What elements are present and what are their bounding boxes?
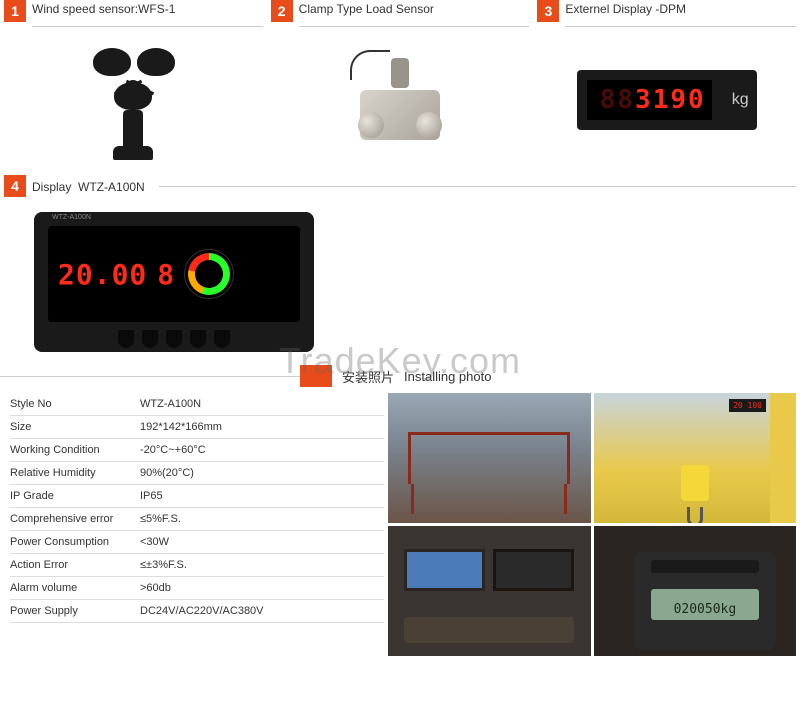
- install-header: 安装照片 Installing photo: [0, 365, 800, 387]
- title-2: Clamp Type Load Sensor: [299, 0, 434, 16]
- image-a100n: WTZ-A100N 20.00 8: [14, 207, 334, 357]
- photo-grid: 20 100 020050kg: [388, 393, 796, 656]
- spec-value: IP65: [140, 490, 384, 502]
- spec-value: >60db: [140, 582, 384, 594]
- product-card-1: 1 Wind speed sensor:WFS-1: [4, 0, 263, 165]
- image-dpm: 883190 kg: [537, 35, 796, 165]
- badge-4: 4: [4, 175, 26, 197]
- spec-label: Alarm volume: [10, 582, 140, 594]
- install-photo-3: [388, 526, 591, 656]
- install-title-cn: 安装照片: [332, 367, 404, 386]
- title-4: Display WTZ-A100N: [32, 178, 145, 194]
- spec-label: Power Supply: [10, 605, 140, 617]
- badge-1: 1: [4, 0, 26, 22]
- spec-label: Power Consumption: [10, 536, 140, 548]
- dpm-unit: kg: [732, 91, 749, 109]
- a100n-gauge: [184, 249, 234, 299]
- spec-value: 90%(20°C): [140, 467, 384, 479]
- product-card-2: 2 Clamp Type Load Sensor: [271, 0, 530, 165]
- spec-table: Style NoWTZ-A100N Size192*142*166mm Work…: [4, 393, 384, 656]
- spec-label: Comprehensive error: [10, 513, 140, 525]
- spec-value: -20°C~+60°C: [140, 444, 384, 456]
- spec-label: Style No: [10, 398, 140, 410]
- image-anemometer: [4, 35, 263, 165]
- image-clamp: [271, 35, 530, 165]
- spec-label: Relative Humidity: [10, 467, 140, 479]
- spec-label: Working Condition: [10, 444, 140, 456]
- badge-2: 2: [271, 0, 293, 22]
- install-photo-2: 20 100: [594, 393, 797, 523]
- spec-value: WTZ-A100N: [140, 398, 384, 410]
- spec-label: Action Error: [10, 559, 140, 571]
- badge-3: 3: [537, 0, 559, 22]
- handheld-lcd: 020050kg: [651, 589, 759, 620]
- a100n-main-display: 20.00: [58, 258, 147, 291]
- product-card-3: 3 Externel Display -DPM 883190 kg: [537, 0, 796, 165]
- install-photo-1: [388, 393, 591, 523]
- spec-value: 192*142*166mm: [140, 421, 384, 433]
- spec-label: IP Grade: [10, 490, 140, 502]
- spec-value: DC24V/AC220V/AC380V: [140, 605, 384, 617]
- title-1: Wind speed sensor:WFS-1: [32, 0, 175, 16]
- spec-value: ≤±3%F.S.: [140, 559, 384, 571]
- spec-value: ≤5%F.S.: [140, 513, 384, 525]
- install-title-en: Installing photo: [404, 369, 491, 384]
- title-3: Externel Display -DPM: [565, 0, 686, 16]
- install-photo-4: 020050kg: [594, 526, 797, 656]
- spec-label: Size: [10, 421, 140, 433]
- a100n-sub-display: 8: [157, 258, 174, 291]
- spec-value: <30W: [140, 536, 384, 548]
